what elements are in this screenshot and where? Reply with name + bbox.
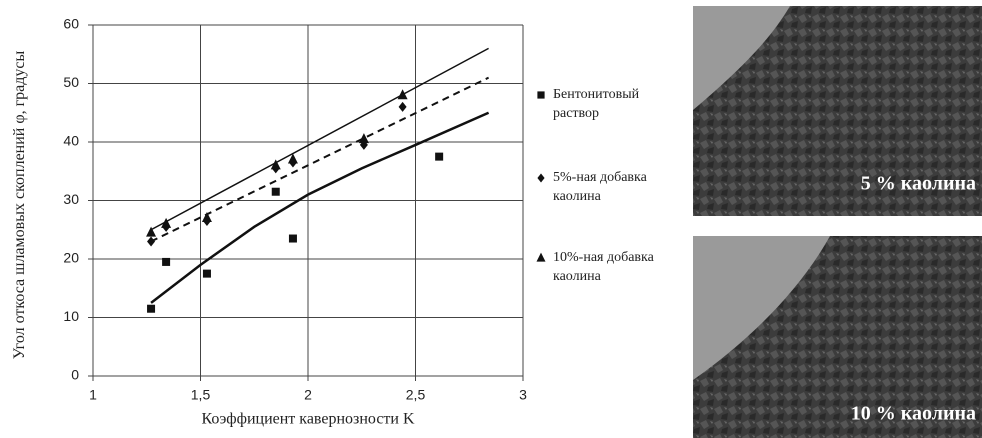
legend-marker xyxy=(537,253,546,262)
legend-marker xyxy=(537,174,544,183)
legend-label: 10%-ная добавка каолина xyxy=(553,248,671,286)
y-tick-label: 10 xyxy=(63,308,79,324)
marker xyxy=(272,188,280,196)
marker xyxy=(435,153,443,161)
x-tick-label: 1,5 xyxy=(191,387,211,403)
x-axis-label: Коэффициент кавернозности K xyxy=(201,411,415,428)
trend-line xyxy=(151,113,489,303)
chart: 5 % каолина 10 % каолина Коэффициент кав… xyxy=(0,0,982,438)
photo-caption: 5 % каолина xyxy=(861,173,976,195)
y-tick-label: 20 xyxy=(63,250,79,266)
marker xyxy=(398,89,408,99)
x-tick-label: 2,5 xyxy=(406,387,426,403)
photo: 10 % каолина xyxy=(693,236,982,438)
x-tick-label: 1 xyxy=(89,387,97,403)
marker xyxy=(147,305,155,313)
marker xyxy=(289,235,297,243)
y-tick-label: 30 xyxy=(63,191,79,207)
x-tick-label: 2 xyxy=(304,387,312,403)
marker xyxy=(399,102,407,112)
marker xyxy=(203,270,211,278)
marker xyxy=(147,236,155,246)
y-tick-label: 50 xyxy=(63,74,79,90)
marker xyxy=(359,133,369,143)
page: 5 % каолина 10 % каолина Коэффициент кав… xyxy=(0,0,982,438)
y-tick-label: 40 xyxy=(63,133,79,149)
legend-marker xyxy=(537,91,544,98)
photo-caption: 10 % каолина xyxy=(851,403,976,425)
y-tick-label: 0 xyxy=(71,367,79,383)
legend-label: 5%-ная добавка каолина xyxy=(553,168,671,206)
y-axis-label: Угол откоса шламовых скоплений φ, градус… xyxy=(10,25,50,385)
y-tick-label: 60 xyxy=(63,16,79,32)
trend-line xyxy=(151,48,489,229)
marker xyxy=(162,258,170,266)
photo: 5 % каолина xyxy=(693,6,982,216)
legend-label: Бентонитовый раствор xyxy=(553,85,671,123)
x-tick-label: 3 xyxy=(519,387,527,403)
